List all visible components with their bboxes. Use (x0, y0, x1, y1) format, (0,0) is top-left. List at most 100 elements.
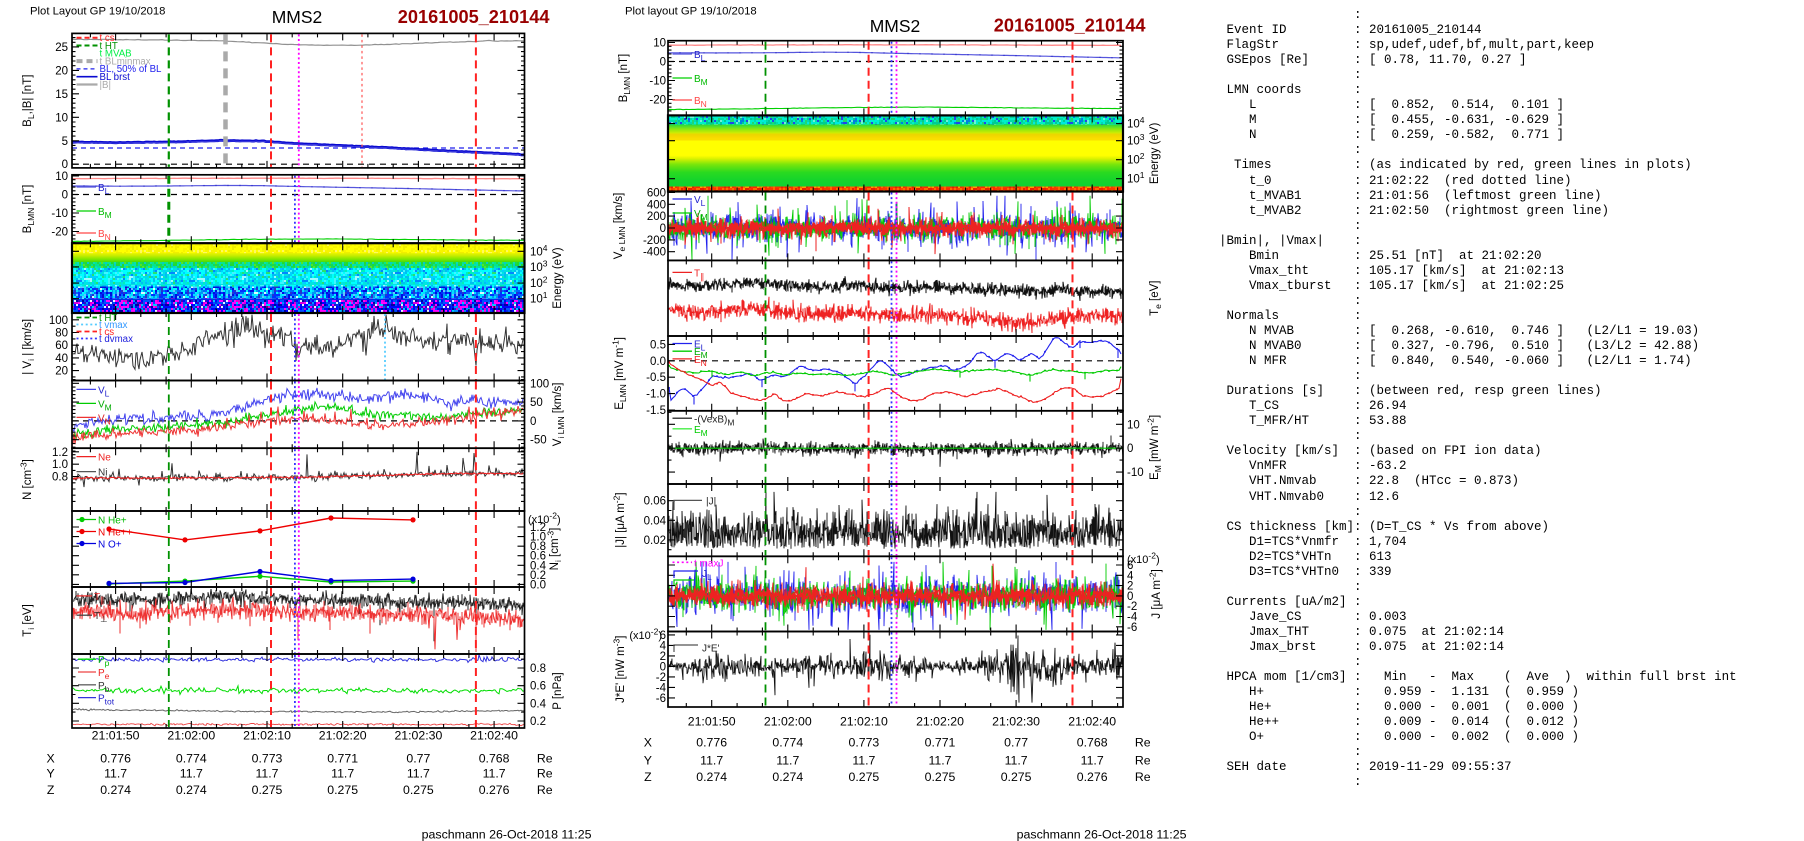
svg-text:BL: BL (98, 183, 110, 196)
svg-text:t maxJ: t maxJ (694, 558, 723, 569)
svg-text:0.4: 0.4 (530, 560, 547, 572)
svg-text:4: 4 (1127, 570, 1134, 582)
svg-text:0.276: 0.276 (1077, 770, 1108, 784)
svg-text:0.773: 0.773 (252, 752, 283, 766)
svg-text:0.77: 0.77 (406, 752, 430, 766)
svg-text:EM: EM (694, 425, 708, 438)
svg-text:Z: Z (47, 783, 55, 797)
svg-text:50: 50 (530, 397, 543, 409)
svg-text:21:01:50: 21:01:50 (688, 715, 736, 729)
svg-text:21:02:00: 21:02:00 (167, 729, 215, 743)
svg-text:0.275: 0.275 (403, 783, 434, 797)
svg-text:t HT: t HT (100, 41, 118, 52)
svg-text:0.771: 0.771 (327, 752, 358, 766)
svg-text:0.06: 0.06 (644, 496, 666, 508)
svg-text:N O+: N O+ (98, 540, 122, 551)
svg-text:0.275: 0.275 (1001, 770, 1032, 784)
svg-text:0.5: 0.5 (650, 339, 666, 351)
svg-text:X: X (46, 752, 54, 766)
svg-text:EM [mW m-2]: EM [mW m-2] (1146, 415, 1164, 480)
svg-text:EM: EM (694, 347, 708, 360)
svg-text:21:01:50: 21:01:50 (92, 729, 140, 743)
svg-text:2: 2 (1127, 581, 1133, 593)
svg-text:0.77: 0.77 (1004, 736, 1028, 750)
svg-text:0.8: 0.8 (530, 541, 546, 553)
svg-text:VM: VM (98, 399, 112, 412)
svg-text:-6: -6 (1127, 622, 1137, 634)
svg-text:Ti [eV]: Ti [eV] (22, 604, 36, 637)
svg-text:-1.5: -1.5 (646, 405, 666, 417)
svg-text:0.771: 0.771 (925, 736, 956, 750)
svg-text:0.274: 0.274 (100, 783, 131, 797)
svg-text:|J|: |J| (706, 496, 716, 507)
svg-text:BM: BM (694, 74, 708, 87)
svg-text:10: 10 (1127, 419, 1140, 431)
svg-text:VL: VL (98, 385, 110, 398)
svg-text:0: 0 (62, 190, 68, 202)
svg-text:0.768: 0.768 (479, 752, 510, 766)
svg-text:|J| [μA m-2]: |J| [μA m-2] (612, 492, 628, 547)
svg-text:(x10-2): (x10-2) (1127, 551, 1160, 567)
svg-text:1.2: 1.2 (530, 522, 546, 534)
svg-text:25: 25 (55, 42, 68, 54)
svg-text:21:02:40: 21:02:40 (470, 729, 518, 743)
svg-text:-4: -4 (1127, 612, 1138, 624)
svg-text:0.2: 0.2 (530, 716, 546, 728)
svg-text:0.2: 0.2 (530, 570, 546, 582)
svg-text:21:02:10: 21:02:10 (840, 715, 888, 729)
svg-text:T∥: T∥ (694, 268, 704, 281)
svg-text:t BLminmax: t BLminmax (100, 56, 151, 67)
svg-text:21:02:30: 21:02:30 (992, 715, 1040, 729)
svg-text:Re: Re (1135, 770, 1151, 784)
svg-text:1.0: 1.0 (530, 532, 546, 544)
svg-text:-10: -10 (1127, 467, 1144, 479)
svg-text:0.8: 0.8 (52, 472, 68, 484)
svg-text:11.7: 11.7 (180, 766, 203, 780)
svg-text:-10: -10 (51, 208, 68, 220)
svg-text:Plot Layout GP 19/10/2018: Plot Layout GP 19/10/2018 (30, 6, 165, 18)
svg-text:11.7: 11.7 (331, 766, 354, 780)
svg-text:0.275: 0.275 (252, 783, 283, 797)
svg-text:Y: Y (644, 754, 652, 768)
svg-text:MMS2: MMS2 (870, 16, 921, 36)
svg-text:400: 400 (647, 199, 666, 211)
svg-text:21:02:00: 21:02:00 (764, 715, 812, 729)
svg-text:Re: Re (1135, 736, 1151, 750)
svg-text:(x10-2): (x10-2) (629, 627, 662, 643)
svg-text:0.274: 0.274 (176, 783, 207, 797)
svg-text:21:02:30: 21:02:30 (394, 729, 442, 743)
svg-text:104: 104 (1127, 115, 1145, 131)
svg-text:0.4: 0.4 (530, 698, 547, 710)
svg-text:-(VexB)M: -(VexB)M (694, 414, 734, 427)
svg-text:20: 20 (55, 65, 68, 77)
svg-text:0.276: 0.276 (479, 783, 510, 797)
svg-text:0.6: 0.6 (530, 551, 546, 563)
svg-text:10: 10 (55, 112, 68, 124)
svg-text:VM: VM (694, 209, 708, 222)
svg-text:21:02:40: 21:02:40 (1068, 715, 1116, 729)
svg-text:P [nPa]: P [nPa] (552, 672, 564, 710)
svg-text:Pe: Pe (98, 668, 110, 681)
svg-text:0.275: 0.275 (925, 770, 956, 784)
svg-text:0.275: 0.275 (849, 770, 880, 784)
svg-text:Ne: Ne (98, 453, 111, 464)
svg-text:Pb: Pb (98, 681, 110, 694)
svg-text:11.7: 11.7 (700, 754, 723, 768)
svg-text:BN: BN (694, 96, 707, 109)
svg-text:101: 101 (1127, 170, 1145, 186)
svg-text:Y: Y (46, 766, 54, 780)
svg-text:t dvmax: t dvmax (99, 334, 133, 345)
svg-text:11.7: 11.7 (255, 766, 278, 780)
svg-text:102: 102 (1127, 151, 1145, 167)
svg-text:Ve LMN [km/s]: Ve LMN [km/s] (613, 193, 627, 260)
svg-text:0.0: 0.0 (650, 356, 666, 368)
svg-text:0: 0 (660, 661, 666, 673)
svg-text:15: 15 (55, 89, 68, 101)
svg-text:1.2: 1.2 (52, 447, 68, 459)
svg-text:t MVAB: t MVAB (100, 49, 132, 60)
svg-text:0: 0 (1127, 591, 1133, 603)
svg-text:0.768: 0.768 (1077, 736, 1108, 750)
svg-text:T∥: T∥ (94, 592, 104, 605)
svg-text:20161005_210144: 20161005_210144 (398, 7, 551, 27)
svg-text:BL,|B| [nT]: BL,|B| [nT] (22, 75, 36, 127)
